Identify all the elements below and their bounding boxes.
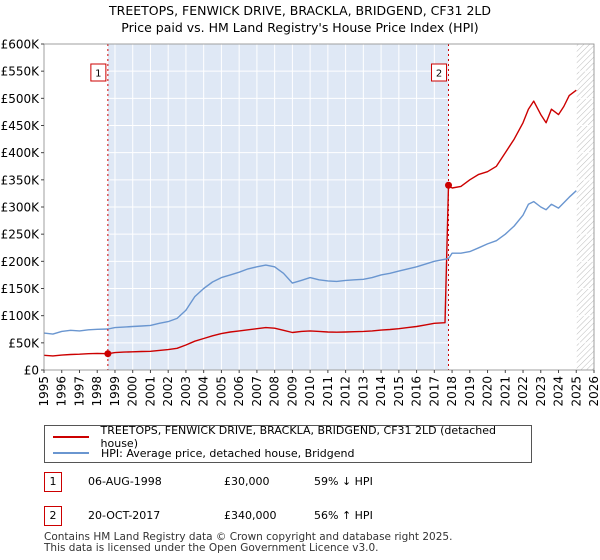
x-tick-label: 2009 <box>285 376 299 407</box>
footer-licence: This data is licensed under the Open Gov… <box>44 542 379 554</box>
title-line-1: TREETOPS, FENWICK DRIVE, BRACKLA, BRIDGE… <box>109 3 491 18</box>
x-tick-label: 2005 <box>214 376 228 407</box>
x-tick-label: 2012 <box>339 376 353 407</box>
title-line-2: Price paid vs. HM Land Registry's House … <box>121 20 479 35</box>
legend: TREETOPS, FENWICK DRIVE, BRACKLA, BRIDGE… <box>44 424 532 463</box>
y-tick-label: £600K <box>1 38 41 52</box>
sale-point-2 <box>445 181 453 189</box>
marker-badge-2 <box>431 63 448 82</box>
legend-label-property: TREETOPS, FENWICK DRIVE, BRACKLA, BRIDGE… <box>100 424 497 450</box>
chart-title: TREETOPS, FENWICK DRIVE, BRACKLA, BRIDGE… <box>0 2 600 36</box>
x-tick-label: 2013 <box>356 376 370 407</box>
transaction-date: 06-AUG-1998 <box>88 475 162 488</box>
x-tick-label: 1996 <box>55 376 69 407</box>
x-tick-label: 2003 <box>179 376 193 407</box>
y-tick-label: £150K <box>1 282 41 296</box>
marker-badge-label-1: 1 <box>95 69 101 80</box>
x-tick-label: 2006 <box>232 376 246 407</box>
x-tick-label: 2008 <box>268 376 282 407</box>
x-tick-label: 2015 <box>392 376 406 407</box>
legend-label-hpi: HPI: Average price, detached house, Brid… <box>101 446 355 460</box>
marker-badge-1 <box>90 63 107 82</box>
y-tick-label: £350K <box>1 173 41 187</box>
x-tick-label: 2019 <box>463 376 477 407</box>
x-tick-label: 2010 <box>303 376 317 407</box>
property-price-line <box>44 89 577 357</box>
y-tick-label: £450K <box>1 119 41 133</box>
transaction-price: £340,000 <box>224 509 277 522</box>
x-tick-label: 2025 <box>569 376 583 407</box>
x-tick-label: 2023 <box>534 376 548 407</box>
x-tick-label: 2022 <box>516 376 530 407</box>
transaction-row: 1 06-AUG-1998 £30,000 59% ↓ HPI <box>44 472 564 494</box>
x-tick-label: 2000 <box>126 376 140 407</box>
x-tick-label: 2018 <box>445 376 459 407</box>
y-tick-label: £400K <box>1 146 41 160</box>
legend-line-property <box>53 436 89 438</box>
x-tick-label: 2021 <box>498 376 512 407</box>
x-tick-label: 2014 <box>374 376 388 407</box>
x-tick-label: 2016 <box>410 376 424 407</box>
y-tick-label: £0 <box>24 364 39 378</box>
transaction-price: £30,000 <box>224 475 270 488</box>
hpi-line <box>44 190 577 335</box>
legend-line-hpi <box>53 452 89 454</box>
x-tick-label: 1995 <box>37 376 51 407</box>
x-tick-label: 2026 <box>587 376 600 407</box>
footer: Contains HM Land Registry data © Crown c… <box>44 532 452 554</box>
transaction-number: 1 <box>44 472 62 492</box>
transaction-date: 20-OCT-2017 <box>88 509 161 522</box>
transaction-row: 2 20-OCT-2017 £340,000 56% ↑ HPI <box>44 506 564 528</box>
x-tick-label: 2020 <box>481 376 495 407</box>
y-tick-label: £100K <box>1 309 41 323</box>
x-tick-label: 1998 <box>90 376 104 407</box>
footer-copyright: Contains HM Land Registry data © Crown c… <box>44 531 453 543</box>
transaction-hpi: 59% ↓ HPI <box>314 475 373 488</box>
x-tick-label: 2007 <box>250 376 264 407</box>
x-tick-label: 1999 <box>108 376 122 407</box>
y-tick-label: £200K <box>1 255 41 269</box>
y-tick-label: £250K <box>1 228 41 242</box>
transaction-number: 2 <box>44 506 62 526</box>
x-tick-label: 2004 <box>197 376 211 407</box>
x-tick-label: 2011 <box>321 376 335 407</box>
price-chart: 1 2 £0 £50K £100K £150K £200K £250K £300K £350K £… <box>1 38 600 407</box>
x-tick-label: 2024 <box>552 376 566 407</box>
legend-item-property: TREETOPS, FENWICK DRIVE, BRACKLA, BRIDGE… <box>53 424 531 450</box>
x-tick-label: 2002 <box>161 376 175 407</box>
y-tick-label: £50K <box>8 336 40 350</box>
marker-badge-label-2: 2 <box>436 69 442 80</box>
x-tick-label: 2001 <box>143 376 157 407</box>
y-tick-label: £550K <box>1 65 41 79</box>
legend-item-hpi: HPI: Average price, detached house, Brid… <box>53 445 354 461</box>
y-tick-label: £500K <box>1 92 41 106</box>
x-tick-label: 1997 <box>72 376 86 407</box>
x-tick-label: 2017 <box>427 376 441 407</box>
transaction-hpi: 56% ↑ HPI <box>314 509 373 522</box>
sale-point-1 <box>104 350 112 358</box>
y-tick-label: £300K <box>1 201 41 215</box>
